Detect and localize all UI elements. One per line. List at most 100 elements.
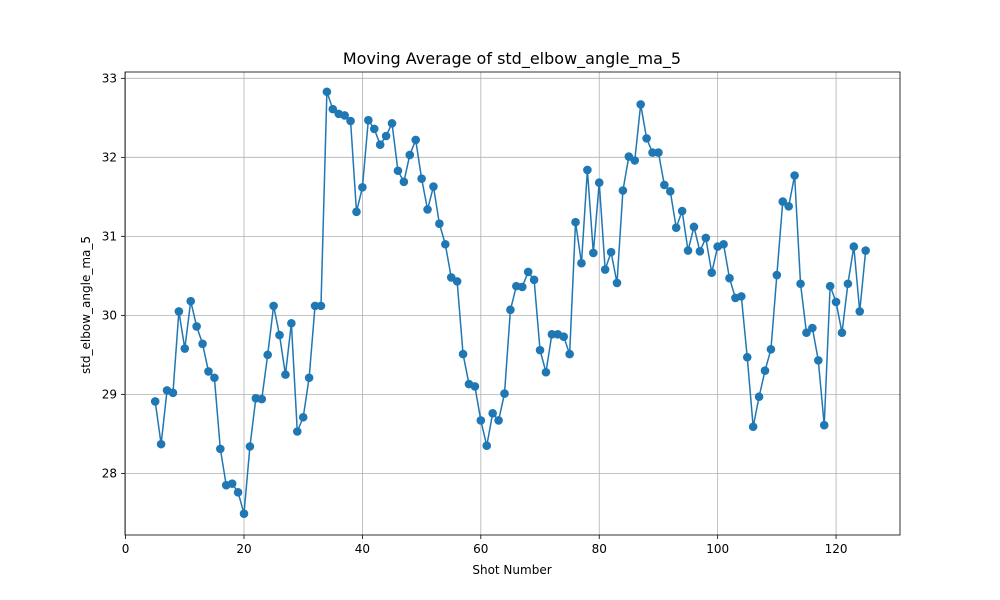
data-point	[565, 349, 574, 359]
data-point	[689, 222, 699, 232]
data-point	[304, 373, 314, 383]
data-point	[393, 166, 403, 176]
data-point	[737, 292, 746, 301]
data-point	[630, 156, 640, 165]
data-point	[790, 171, 799, 180]
y-tick-label: 31	[102, 229, 117, 243]
data-point	[855, 307, 865, 316]
data-point	[612, 278, 622, 288]
data-point	[328, 104, 338, 114]
data-point	[470, 382, 480, 391]
data-point	[819, 420, 829, 430]
data-point	[227, 479, 237, 488]
data-point	[665, 187, 675, 196]
grid-lines	[125, 72, 900, 535]
data-point	[671, 223, 681, 232]
x-tick-label: 100	[706, 542, 729, 556]
data-point	[322, 87, 332, 97]
data-point	[636, 100, 645, 109]
data-point	[506, 305, 515, 315]
y-tick-label: 30	[102, 308, 117, 322]
data-point	[648, 148, 657, 157]
data-point	[257, 394, 267, 404]
data-point	[701, 233, 711, 243]
data-point	[346, 116, 355, 126]
data-point	[642, 134, 651, 143]
data-point	[192, 322, 201, 331]
data-point	[263, 350, 272, 360]
data-point	[275, 330, 284, 340]
data-point	[399, 177, 409, 187]
data-point	[766, 345, 776, 354]
data-point	[174, 307, 184, 316]
data-point	[269, 301, 278, 311]
data-point	[589, 248, 598, 258]
data-point	[156, 439, 166, 449]
data-point	[150, 397, 160, 406]
x-tick-label: 120	[825, 542, 848, 556]
x-tick-label: 0	[122, 542, 130, 556]
data-point	[535, 345, 545, 355]
data-point	[375, 140, 385, 149]
data-point	[778, 197, 788, 206]
data-point	[808, 323, 817, 333]
data-point	[198, 339, 207, 349]
data-point	[825, 281, 835, 291]
data-point	[364, 115, 373, 125]
data-point	[784, 202, 793, 211]
axes-frame	[124, 71, 901, 536]
chart-title: Moving Average of std_elbow_angle_ma_5	[343, 49, 681, 69]
data-point	[802, 328, 811, 338]
data-point	[287, 318, 296, 328]
data-point	[529, 275, 539, 285]
data-point	[517, 282, 527, 292]
data-point	[796, 279, 805, 289]
data-point	[204, 367, 213, 376]
data-point	[358, 183, 367, 192]
data-point	[458, 349, 468, 359]
data-point	[725, 273, 734, 283]
axes: 0 20 40 60 80 100 120 28 29 30 31 32 33	[102, 71, 901, 556]
data-point	[435, 219, 444, 228]
data-point	[577, 258, 586, 268]
data-point	[695, 247, 705, 256]
data-point	[168, 388, 178, 398]
data-point	[352, 207, 361, 217]
data-point	[837, 328, 847, 338]
data-point	[660, 180, 669, 190]
data-point	[340, 111, 349, 120]
data-point	[245, 442, 255, 451]
data-point	[405, 150, 415, 160]
data-point	[760, 366, 770, 375]
data-point	[488, 409, 497, 418]
data-point	[831, 297, 841, 307]
data-point	[381, 131, 391, 141]
data-point	[441, 239, 450, 249]
data-point	[547, 330, 557, 339]
data-point	[654, 148, 663, 157]
data-point	[233, 488, 243, 497]
data-point	[861, 246, 870, 255]
data-point	[429, 182, 438, 191]
data-point	[452, 277, 462, 286]
data-point	[387, 119, 397, 128]
data-point	[754, 392, 764, 402]
y-axis-title: std_elbow_angle_ma_5	[79, 236, 93, 374]
data-point	[683, 246, 693, 255]
data-point	[210, 373, 219, 383]
data-point	[772, 270, 782, 280]
data-point	[281, 370, 290, 379]
data-point	[186, 296, 196, 306]
data-point	[523, 267, 533, 277]
data-point	[482, 441, 492, 451]
data-point	[239, 509, 249, 518]
data-point	[298, 412, 308, 422]
y-tick-label: 29	[102, 387, 117, 401]
data-point	[417, 174, 426, 183]
data-point	[476, 416, 486, 425]
data-point	[849, 242, 859, 251]
data-point	[600, 265, 610, 274]
data-point	[719, 239, 728, 249]
